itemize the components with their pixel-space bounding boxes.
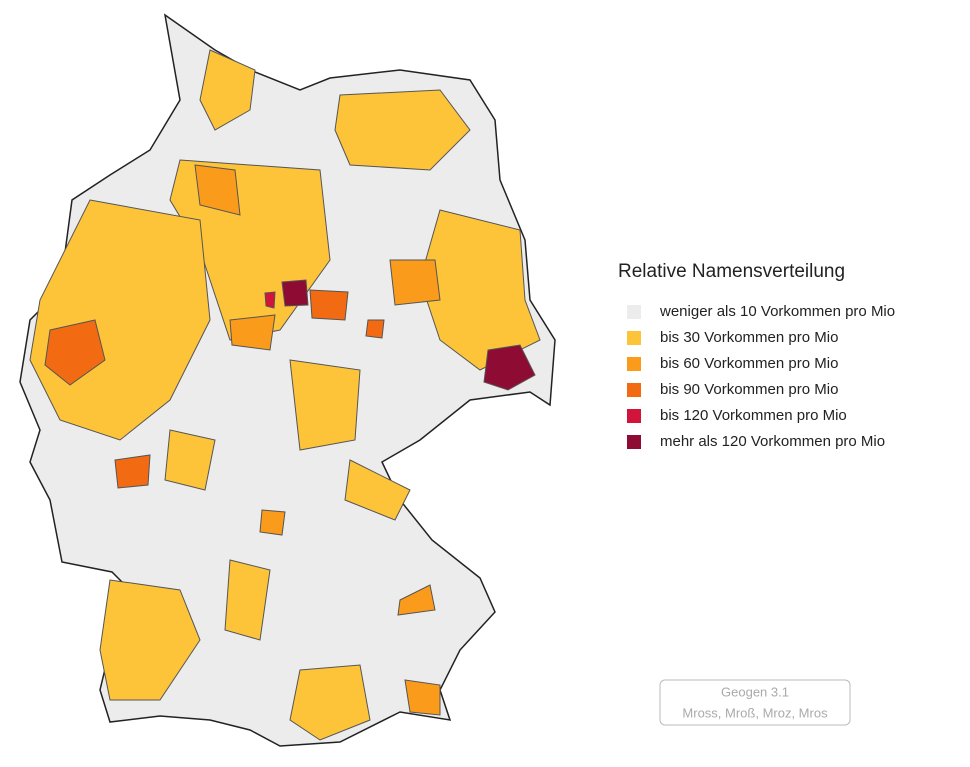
region — [309, 289, 349, 321]
region — [264, 291, 276, 309]
legend-title: Relative Namensverteilung — [618, 261, 845, 282]
region — [289, 359, 361, 451]
watermark: Geogen 3.1 Mross, Mroß, Mroz, Mros — [659, 679, 851, 726]
regions-mid — [194, 164, 441, 716]
region — [224, 559, 271, 641]
region — [229, 314, 276, 351]
region — [404, 679, 441, 716]
watermark-names: Mross, Mroß, Mroz, Mros — [682, 705, 828, 720]
region — [397, 584, 436, 616]
country-outline — [19, 13, 556, 747]
legend-swatch — [627, 305, 641, 319]
regions-high — [44, 289, 385, 489]
legend-swatch — [627, 435, 641, 449]
legend-label: weniger als 10 Vorkommen pro Mio — [659, 303, 895, 320]
legend-label: bis 120 Vorkommen pro Mio — [660, 407, 847, 424]
legend-swatch — [627, 383, 641, 397]
watermark-title: Geogen 3.1 — [721, 684, 789, 699]
region — [194, 164, 241, 216]
region — [281, 279, 309, 307]
legend: Relative Namensverteilung weniger als 10… — [618, 261, 895, 450]
legend-swatch — [627, 331, 641, 345]
region — [44, 319, 106, 386]
region — [334, 89, 471, 171]
germany-map — [19, 13, 556, 747]
region — [199, 49, 256, 131]
legend-swatch — [627, 357, 641, 371]
region — [389, 259, 441, 306]
region — [483, 344, 536, 391]
region — [164, 429, 216, 491]
region — [344, 459, 411, 521]
region — [365, 319, 385, 339]
region — [259, 509, 286, 536]
region — [289, 664, 371, 741]
legend-label: bis 30 Vorkommen pro Mio — [660, 329, 838, 346]
region — [114, 454, 151, 489]
region — [99, 579, 201, 701]
legend-label: bis 60 Vorkommen pro Mio — [660, 355, 838, 372]
watermark-box — [659, 679, 851, 726]
legend-swatch — [627, 409, 641, 423]
legend-label: mehr als 120 Vorkommen pro Mio — [660, 433, 885, 450]
legend-label: bis 90 Vorkommen pro Mio — [660, 381, 838, 398]
